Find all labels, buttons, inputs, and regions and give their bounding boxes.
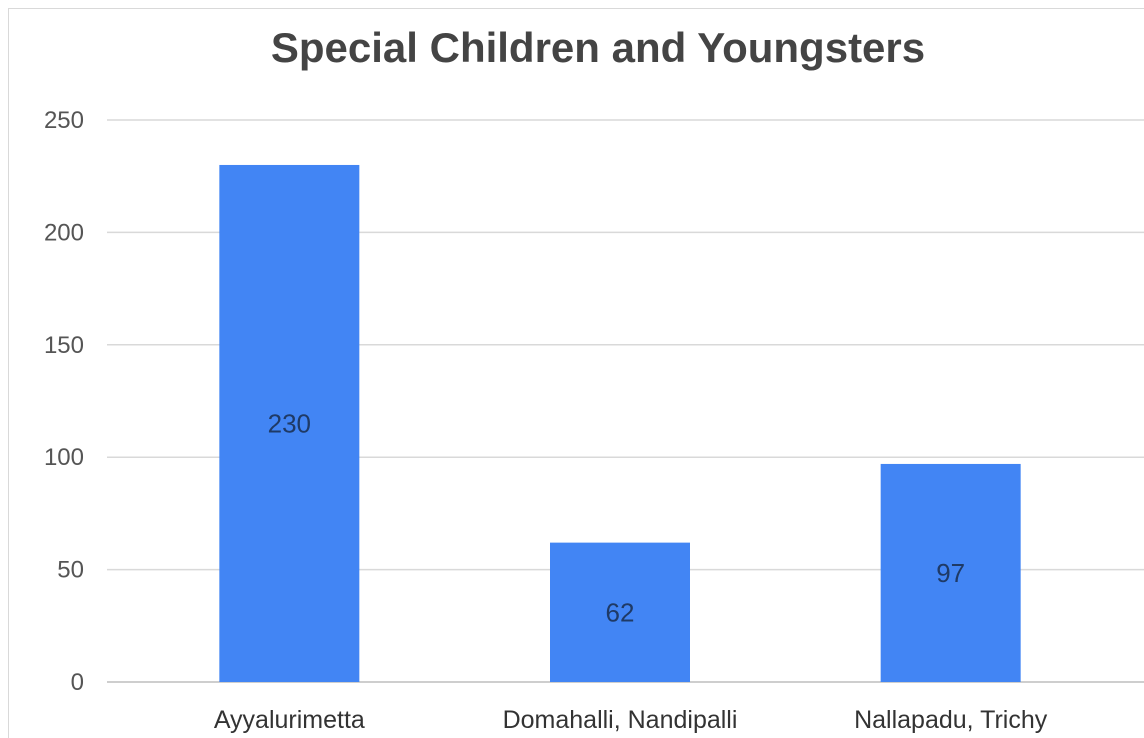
data-labels: 230 62 97 xyxy=(268,408,965,627)
y-tick-label: 250 xyxy=(44,107,84,134)
y-tick-label: 50 xyxy=(57,557,84,584)
y-tick-label: 200 xyxy=(44,219,84,246)
bar xyxy=(880,463,1021,682)
x-category-label: Ayyalurimetta xyxy=(214,706,365,734)
y-axis-ticks: 0 50 100 150 200 250 xyxy=(44,107,84,696)
data-label: 62 xyxy=(606,597,635,627)
chart-title: Special Children and Youngsters xyxy=(270,24,926,71)
bar xyxy=(550,542,690,682)
data-label: 230 xyxy=(268,408,311,438)
x-axis-categories: Ayyalurimetta Domahalli, Nandipalli Nallap… xyxy=(214,706,1048,734)
data-label: 97 xyxy=(936,558,965,588)
y-tick-label: 0 xyxy=(71,669,84,696)
y-tick-label: 150 xyxy=(44,332,84,359)
bar xyxy=(219,164,360,682)
bars xyxy=(219,164,1021,682)
x-category-label: Nallapadu, Trichy xyxy=(854,706,1048,734)
chart-frame xyxy=(8,8,1144,738)
y-tick-label: 100 xyxy=(44,444,84,471)
x-category-label: Domahalli, Nandipalli xyxy=(503,706,738,734)
